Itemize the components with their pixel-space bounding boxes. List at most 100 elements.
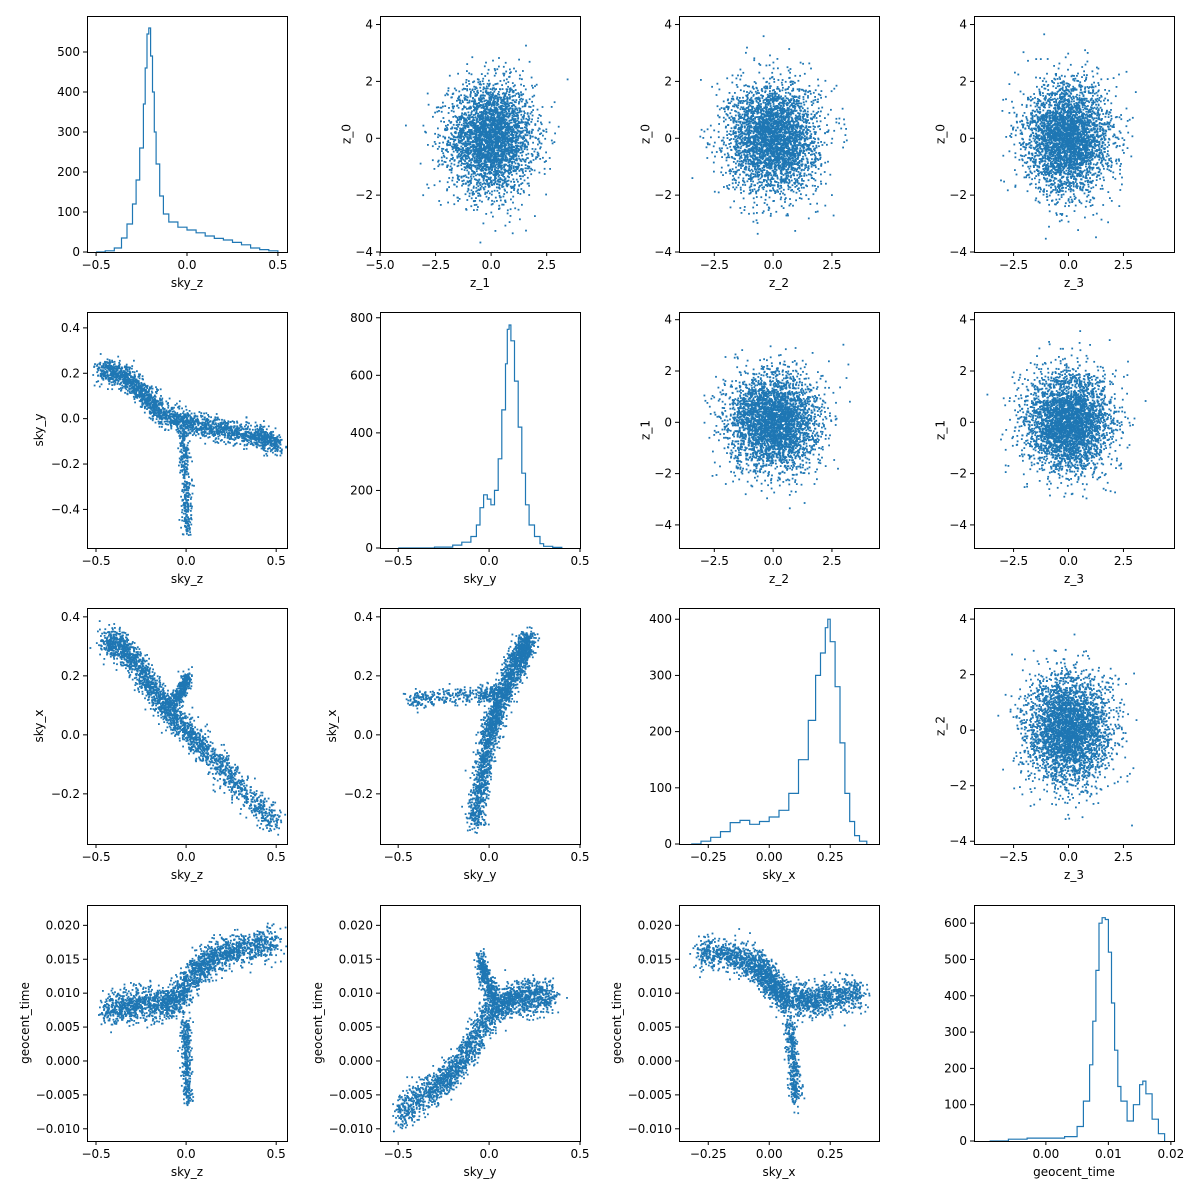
scatter-point <box>766 93 769 96</box>
scatter-point <box>450 158 453 160</box>
scatter-point <box>750 162 753 164</box>
scatter-point <box>484 160 487 162</box>
scatter-point <box>515 157 518 160</box>
scatter-point <box>489 103 492 105</box>
scatter-point <box>476 136 479 139</box>
scatter-point <box>491 159 494 161</box>
scatter-point <box>446 188 449 191</box>
scatter-point <box>717 130 720 133</box>
scatter-point <box>432 115 434 118</box>
scatter-point <box>464 133 466 136</box>
scatter-point <box>494 177 497 180</box>
scatter-point <box>464 119 467 122</box>
scatter-point <box>747 160 750 163</box>
scatter-point <box>790 135 792 138</box>
scatter-point <box>459 155 462 158</box>
scatter-point <box>479 96 482 98</box>
scatter-point <box>515 178 518 181</box>
scatter-point <box>512 158 515 160</box>
scatter-point <box>510 129 513 131</box>
scatter-point <box>490 183 493 185</box>
scatter-point <box>794 120 796 123</box>
scatter-point <box>489 133 491 135</box>
scatter-point <box>788 141 791 144</box>
scatter-point <box>516 113 519 116</box>
scatter-point <box>490 93 493 96</box>
scatter-point <box>464 143 466 146</box>
scatter-point <box>500 142 502 145</box>
scatter-point <box>498 170 501 172</box>
scatter-point <box>457 135 460 138</box>
scatter-point <box>494 144 497 147</box>
scatter-point <box>507 128 509 131</box>
scatter-point <box>742 122 744 125</box>
scatter-point <box>700 79 702 81</box>
scatter-point <box>467 122 469 125</box>
scatter-point <box>464 132 466 134</box>
scatter-point <box>466 70 468 72</box>
scatter-point <box>768 165 770 168</box>
plot-area <box>405 44 569 244</box>
scatter-point <box>505 88 508 91</box>
scatter-point <box>797 171 800 173</box>
scatter-point <box>769 103 772 105</box>
scatter-point <box>521 127 524 129</box>
scatter-point <box>745 129 748 132</box>
scatter-point <box>467 124 470 127</box>
scatter-point <box>505 82 507 85</box>
scatter-point <box>487 100 489 103</box>
scatter-point <box>491 151 494 154</box>
scatter-point <box>520 83 522 86</box>
scatter-point <box>793 162 796 165</box>
scatter-point <box>508 147 511 149</box>
scatter-point <box>763 186 765 188</box>
scatter-point <box>487 92 490 95</box>
scatter-point <box>491 93 494 96</box>
scatter-point <box>426 92 429 95</box>
scatter-point <box>496 183 498 185</box>
scatter-point <box>488 79 490 82</box>
scatter-point <box>819 158 821 160</box>
scatter-point <box>475 174 477 177</box>
scatter-point <box>470 151 472 154</box>
scatter-point <box>523 140 526 142</box>
scatter-point <box>784 135 786 138</box>
scatter-point <box>466 88 468 90</box>
scatter-point <box>501 134 503 137</box>
scatter-point <box>512 135 514 137</box>
scatter-point <box>473 148 475 151</box>
scatter-point <box>540 121 542 124</box>
scatter-point <box>770 212 772 215</box>
scatter-point <box>503 94 506 97</box>
scatter-point <box>500 99 503 101</box>
scatter-point <box>481 183 484 185</box>
scatter-point <box>493 117 495 119</box>
scatter-point <box>486 126 489 129</box>
scatter-point <box>486 103 489 105</box>
scatter-point <box>706 128 709 131</box>
scatter-point <box>476 93 479 96</box>
scatter-point <box>514 154 517 157</box>
scatter-point <box>488 128 491 131</box>
scatter-point <box>514 151 516 153</box>
scatter-point <box>473 102 475 104</box>
scatter-point <box>480 142 483 144</box>
scatter-point <box>778 154 780 157</box>
scatter-point <box>509 155 512 158</box>
scatter-point <box>526 101 529 104</box>
scatter-point <box>746 98 749 101</box>
plot-area <box>691 35 848 235</box>
scatter-point <box>498 192 501 194</box>
scatter-point <box>511 116 514 119</box>
scatter-point <box>528 170 531 173</box>
scatter-point <box>490 144 493 146</box>
scatter-point <box>453 143 455 146</box>
scatter-point <box>798 107 801 110</box>
scatter-point <box>513 180 515 183</box>
scatter-point <box>507 129 510 132</box>
scatter-point <box>782 157 785 159</box>
scatter-point <box>787 145 789 148</box>
scatter-point <box>757 108 760 111</box>
scatter-point <box>496 170 499 173</box>
